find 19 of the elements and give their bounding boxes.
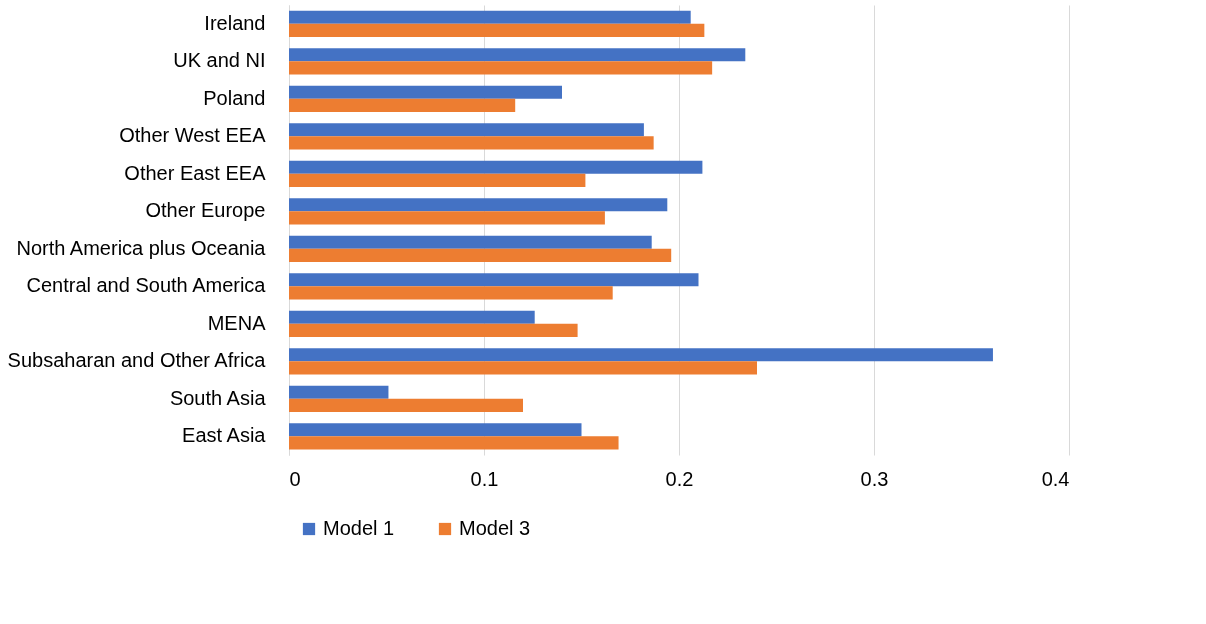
y-tick-label: MENA	[207, 311, 267, 334]
y-tick-label: Other Europe	[145, 199, 266, 222]
y-tick-label: Other West EEA	[119, 124, 267, 147]
y-tick-label: Poland	[203, 86, 266, 109]
y-tick-label: Ireland	[204, 11, 266, 34]
x-tick-label: 0.4	[1041, 467, 1070, 490]
y-tick-label: UK and NI	[173, 49, 266, 72]
x-tick-label: 0	[289, 467, 301, 490]
y-tick-label: Other East EEA	[124, 161, 267, 184]
legend-label: Model 3	[459, 517, 531, 539]
x-tick-label: 0.1	[470, 467, 499, 490]
y-tick-label: East Asia	[182, 424, 267, 447]
legend-label: Model 1	[323, 517, 395, 539]
y-tick-label: Central and South America	[26, 274, 267, 297]
y-tick-label: Subsaharan and Other Africa	[7, 349, 267, 372]
x-tick-label: 0.3	[860, 467, 889, 490]
y-tick-label: South Asia	[169, 386, 267, 409]
y-tick-label: North America plus Oceania	[16, 236, 267, 259]
x-tick-label: 0.2	[665, 467, 694, 490]
